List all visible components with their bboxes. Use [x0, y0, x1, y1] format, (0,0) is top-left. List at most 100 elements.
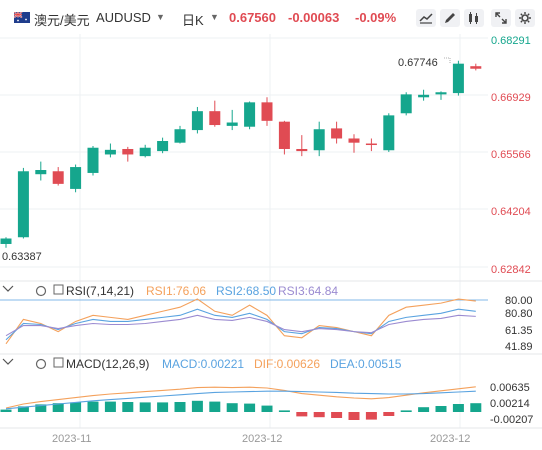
macd-histogram-bar [383, 412, 395, 416]
macd-histogram-bar [209, 401, 221, 412]
macd-histogram-bar [0, 409, 12, 412]
rsi-label: RSI(7,14,21) [66, 284, 134, 298]
macd-histogram-bar [226, 403, 238, 412]
line-chart-icon [419, 13, 433, 24]
header-bar: 澳元/美元 AUDUSD ▼ 日K ▼ 0.67560 -0.00063 -0.… [0, 0, 542, 34]
rsi-axis-label: 80.80 [505, 308, 533, 320]
settings-button[interactable] [515, 9, 535, 27]
candle-body [139, 147, 151, 157]
currency-pair-code[interactable]: AUDUSD [96, 10, 151, 25]
checkbox-icon[interactable] [53, 357, 64, 368]
rsi-axis-label: 41.89 [505, 341, 533, 353]
macd-histogram-bar [261, 405, 273, 412]
chevron-down-icon[interactable]: ▼ [210, 12, 219, 22]
price-axis-label: 0.68291 [491, 35, 531, 47]
macd-histogram-bar [139, 402, 151, 412]
dea-value: DEA:0.00515 [330, 357, 402, 371]
high-price-pointer [444, 57, 451, 64]
macd-histogram-bar [470, 403, 482, 412]
candle-body [122, 148, 134, 155]
candle-body [174, 129, 186, 143]
expand-icon [495, 12, 507, 24]
candle-body [244, 102, 256, 127]
kline-chart[interactable]: 0.68291 0.66929 0.65566 0.64204 0.62842 … [0, 34, 542, 450]
fullscreen-button[interactable] [491, 9, 511, 27]
macd-axis-label: 0.00635 [490, 382, 530, 394]
time-axis-label: 2023-12 [242, 433, 282, 445]
macd-label: MACD(12,26,9) [66, 357, 149, 371]
macd-histogram-bar [174, 402, 186, 412]
rsi-axis-label: 61.35 [505, 325, 533, 337]
price-axis-label: 0.66929 [491, 92, 531, 104]
macd-histogram-bar [296, 412, 308, 417]
line-chart-button[interactable] [416, 9, 436, 27]
macd-histogram-bar [122, 402, 134, 412]
rsi-axis-label: 80.00 [505, 295, 533, 307]
candle-body [70, 167, 82, 189]
candle-body [104, 149, 116, 155]
price-axis-label: 0.65566 [491, 149, 531, 161]
macd-histogram-bar [157, 402, 169, 412]
candle-body [209, 111, 221, 126]
macd-histogram-bar [52, 403, 64, 412]
last-price: 0.67560 [229, 10, 276, 25]
chevron-down-icon[interactable]: ▼ [156, 12, 165, 22]
price-axis-label: 0.64204 [491, 206, 531, 218]
macd-histogram-bar [35, 404, 47, 412]
macd-axis-label: -0.00207 [490, 414, 533, 426]
rsi3-value: RSI3:64.84 [278, 284, 338, 298]
macd-histogram-bar [17, 406, 29, 412]
macd-histogram-bar [104, 401, 116, 412]
candles-icon [469, 12, 478, 24]
candle-body [52, 171, 64, 184]
candle-body [296, 148, 308, 152]
macd-series [0, 386, 482, 420]
candle-body [191, 111, 203, 131]
rsi3-line [5, 314, 476, 337]
dea-line [5, 390, 476, 410]
rsi-series [5, 298, 476, 345]
candle-body [331, 128, 343, 139]
collapse-icon[interactable] [2, 285, 14, 292]
dif-line [5, 386, 476, 409]
price-change: -0.00063 [288, 10, 340, 25]
macd-histogram-bar [244, 403, 256, 412]
macd-histogram-bar [400, 410, 412, 412]
rsi2-line [5, 308, 476, 341]
dif-value: DIF:0.00626 [254, 357, 320, 371]
candle-body [278, 121, 290, 149]
macd-histogram-bar [331, 412, 343, 418]
australia-flag-icon [14, 12, 30, 23]
price-change-percent: -0.09% [355, 10, 397, 25]
time-axis-label: 2023-11 [52, 433, 92, 445]
draw-tool-button[interactable] [440, 9, 460, 27]
settings-icon [519, 12, 531, 24]
macd-histogram-bar [87, 401, 99, 412]
macd-value: MACD:0.00221 [162, 357, 244, 371]
macd-histogram-bar [435, 406, 447, 412]
macd-histogram-bar [452, 404, 464, 412]
price-axis-label: 0.62842 [491, 264, 531, 276]
candle-body [35, 170, 47, 175]
low-price-label: 0.63387 [2, 251, 42, 263]
time-axis-label: 2023-12 [430, 433, 470, 445]
settings-icon[interactable] [35, 358, 47, 370]
macd-histogram-bar [365, 412, 377, 420]
candle-body [313, 129, 325, 151]
currency-pair-name[interactable]: 澳元/美元 [34, 13, 90, 28]
rsi1-value: RSI1:76.06 [146, 284, 206, 298]
macd-histogram-bar [313, 412, 325, 418]
candle-body [383, 115, 395, 151]
candle-body [87, 147, 99, 173]
settings-icon[interactable] [35, 285, 47, 297]
macd-histogram-bar [348, 412, 360, 420]
collapse-icon[interactable] [2, 358, 14, 365]
macd-axis-label: 0.00214 [490, 398, 530, 410]
checkbox-icon[interactable] [53, 284, 64, 295]
indicator-button[interactable] [464, 9, 484, 27]
macd-histogram-bar [70, 402, 82, 412]
candle-body [418, 94, 430, 98]
rsi1-line [5, 298, 476, 345]
period-selector[interactable]: 日K [182, 13, 204, 28]
candle-body [17, 171, 29, 238]
